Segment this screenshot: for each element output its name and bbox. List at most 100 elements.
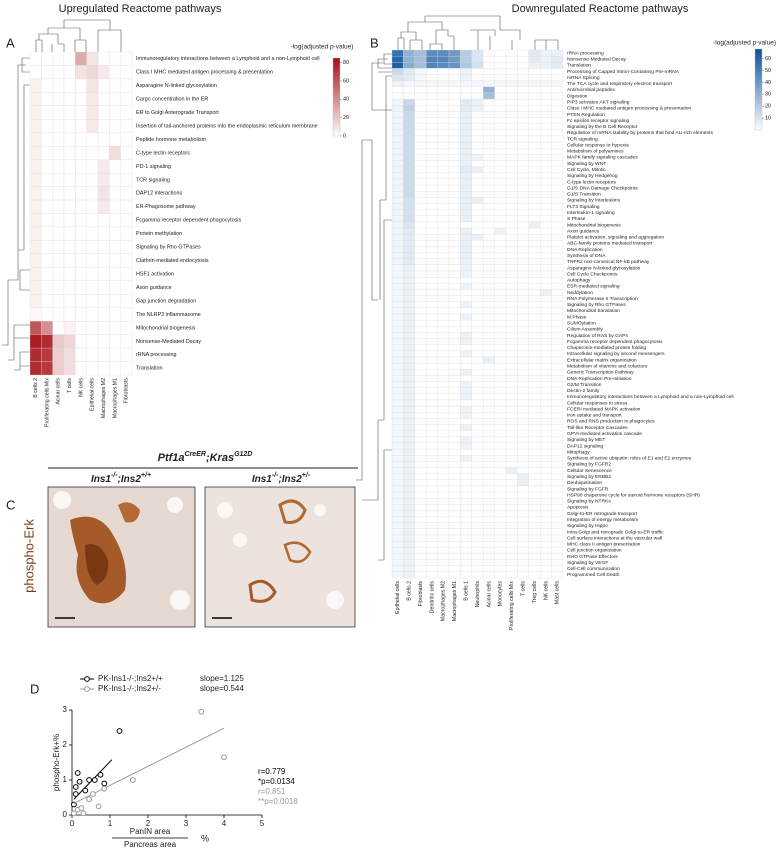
heatmap-cell <box>437 160 450 167</box>
heatmap-cell <box>551 252 564 259</box>
heatmap-cell <box>120 267 133 281</box>
heatmap-cell <box>414 270 427 278</box>
heatmap-cell <box>528 154 541 161</box>
heatmap-cell <box>528 270 541 278</box>
heatmap-cell <box>41 280 53 295</box>
heatmap-cell <box>414 565 427 573</box>
heatmap-cell <box>437 541 450 548</box>
heatmap-cell <box>75 159 87 174</box>
heatmap-cell <box>448 135 461 143</box>
heatmap-cell <box>505 246 518 253</box>
heatmap-cell <box>551 381 564 388</box>
heatmap-cell <box>29 240 42 255</box>
heatmap-cell <box>448 485 461 493</box>
heatmap-cell <box>426 62 438 69</box>
heatmap-cell <box>494 393 507 401</box>
heatmap-cell <box>540 141 552 149</box>
heatmap-cell <box>29 105 42 120</box>
heatmap-cell <box>483 74 495 81</box>
row-label: Mitophagy <box>567 449 590 455</box>
heatmap-cell <box>528 135 541 143</box>
heatmap-cell <box>471 498 484 505</box>
heatmap-cell <box>505 393 518 401</box>
heatmap-cell <box>448 405 461 413</box>
heatmap-cell <box>471 485 484 493</box>
heatmap-cell <box>437 473 450 480</box>
heatmap-cell <box>29 226 42 241</box>
heatmap-cell <box>540 172 552 180</box>
row-label: DNA Replication Pre-Initiation <box>567 376 632 382</box>
heatmap-cell <box>517 283 529 290</box>
colorbar-segment <box>333 61 340 65</box>
column-label: Mast cells <box>555 581 561 604</box>
heatmap-cell <box>494 277 507 284</box>
heatmap-cell <box>494 154 507 161</box>
heatmap-cell <box>391 387 404 394</box>
heatmap-cell <box>403 418 415 425</box>
heatmap-cell <box>483 129 495 137</box>
colorbar-tick-label: 20 <box>765 104 771 110</box>
row-label: The NLRP3 inflammasome <box>136 312 201 318</box>
heatmap-cell <box>414 55 427 63</box>
heatmap-cell <box>460 381 472 388</box>
row-label: Cargo concentration in the ER <box>136 97 208 103</box>
colorbar-segment <box>755 79 762 82</box>
heatmap-cell <box>551 448 564 456</box>
heatmap-cell <box>391 80 404 87</box>
heatmap-cell <box>528 485 541 493</box>
heatmap-cell <box>505 295 518 302</box>
heatmap-cell <box>505 215 518 223</box>
heatmap-cell <box>403 166 415 173</box>
heatmap-cell <box>437 270 450 278</box>
heatmap-title: Downregulated Reactome pathways <box>512 3 689 15</box>
heatmap-cell <box>517 277 529 284</box>
heatmap-cell <box>426 553 438 560</box>
heatmap-cell <box>391 135 404 143</box>
heatmap-cell <box>528 234 541 241</box>
data-point <box>198 708 205 715</box>
heatmap-cell <box>528 252 541 259</box>
heatmap-cell <box>551 307 564 315</box>
heatmap-cell <box>517 516 529 523</box>
heatmap-cell <box>517 350 529 358</box>
heatmap-cell <box>448 387 461 394</box>
heatmap-cell <box>437 68 450 75</box>
heatmap-cell <box>540 105 552 112</box>
heatmap-cell <box>403 172 415 180</box>
heatmap-cell <box>437 80 450 87</box>
heatmap-cell <box>437 98 450 106</box>
genotype-label: Ins1-/-;Ins2+/+ <box>91 472 151 484</box>
colorbar-segment <box>755 85 762 88</box>
heatmap-cell <box>460 92 472 100</box>
heatmap-cell <box>403 313 415 321</box>
heatmap-cell <box>414 436 427 444</box>
heatmap-cell <box>540 412 552 419</box>
column-label: Acinar cells <box>56 378 62 405</box>
heatmap-cell <box>29 321 42 335</box>
heatmap-cell <box>86 132 99 147</box>
heatmap-cell <box>471 547 484 554</box>
heatmap-cell <box>426 510 438 517</box>
heatmap-cell <box>437 467 450 474</box>
heatmap-cell <box>505 80 518 87</box>
heatmap-cell <box>505 62 518 69</box>
heatmap-cell <box>391 277 404 284</box>
heatmap-cell <box>403 326 415 333</box>
heatmap-cell <box>517 387 529 394</box>
heatmap-cell <box>426 117 438 124</box>
heatmap-cell <box>551 553 564 560</box>
heatmap-cell <box>471 166 484 173</box>
heatmap-cell <box>551 467 564 474</box>
heatmap-cell <box>483 148 495 155</box>
heatmap-cell <box>494 553 507 560</box>
heatmap-cell <box>471 203 484 210</box>
heatmap-cell <box>391 172 404 180</box>
heatmap-cell <box>483 467 495 474</box>
heatmap-cell <box>460 240 472 247</box>
heatmap-cell <box>414 326 427 333</box>
heatmap-cell <box>403 74 415 81</box>
heatmap-cell <box>426 547 438 554</box>
heatmap-cell <box>494 442 507 450</box>
heatmap-cell <box>540 399 552 407</box>
heatmap-cell <box>494 105 507 112</box>
